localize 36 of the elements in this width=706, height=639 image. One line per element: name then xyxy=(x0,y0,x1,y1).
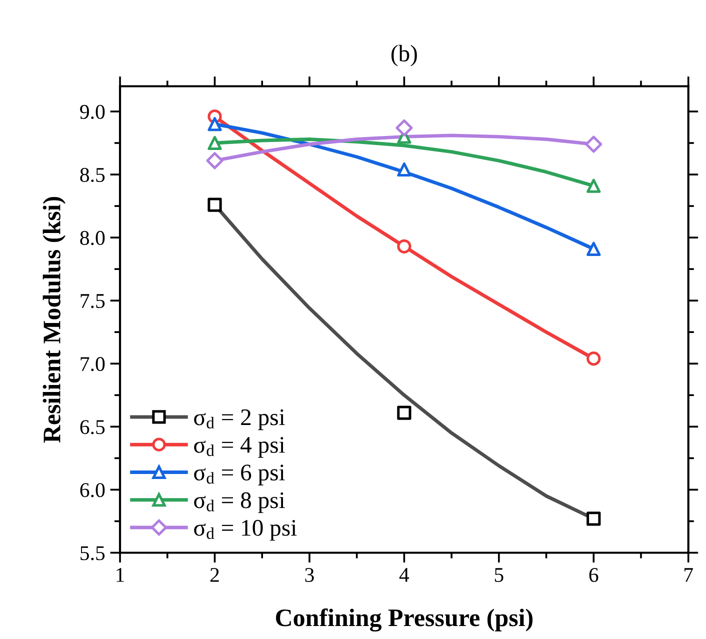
y-tick-label: 7.0 xyxy=(80,357,105,372)
point xyxy=(397,162,412,177)
point xyxy=(586,178,601,193)
x-tick-label: 2 xyxy=(210,568,219,582)
point xyxy=(586,352,601,366)
legend-label: σ$_{d}$ = 10 psi xyxy=(194,520,297,541)
point xyxy=(586,512,601,526)
legend-label: σ$_{d}$ = 8 psi xyxy=(194,492,285,514)
y-tick-label: 9.0 xyxy=(80,104,105,120)
point xyxy=(585,136,602,153)
point xyxy=(397,406,412,420)
x-tick-label: 7 xyxy=(684,568,693,582)
x-tick-label: 6 xyxy=(589,568,598,582)
point xyxy=(396,119,413,136)
legend-label: σ$_{d}$ = 6 psi xyxy=(194,464,285,486)
x-axis-title: Confining Pressure (psi) xyxy=(276,608,533,632)
y-tick-label: 5.5 xyxy=(80,546,105,560)
chart-title: (b) xyxy=(391,44,417,66)
legend-label: σ$_{d}$ = 4 psi xyxy=(194,437,285,458)
point xyxy=(208,198,222,212)
x-tick-label: 4 xyxy=(399,568,410,582)
point xyxy=(206,152,224,170)
y-tick-label: 6.0 xyxy=(80,483,105,498)
y-tick-label: 6.5 xyxy=(80,420,105,434)
x-tick-label: 3 xyxy=(305,568,314,582)
y-tick-label: 7.5 xyxy=(80,294,105,308)
point xyxy=(397,239,412,254)
x-tick-label: 1 xyxy=(116,568,124,582)
point xyxy=(208,136,222,150)
point xyxy=(586,242,601,256)
y-tick-label: 8.0 xyxy=(80,230,105,246)
legend-label: σ$_{d}$ = 2 psi xyxy=(194,409,285,430)
y-tick-label: 8.5 xyxy=(80,168,105,182)
x-tick-label: 5 xyxy=(494,568,504,582)
point xyxy=(208,117,222,132)
y-axis-title: Resilient Modulus (ksi) xyxy=(42,196,66,443)
